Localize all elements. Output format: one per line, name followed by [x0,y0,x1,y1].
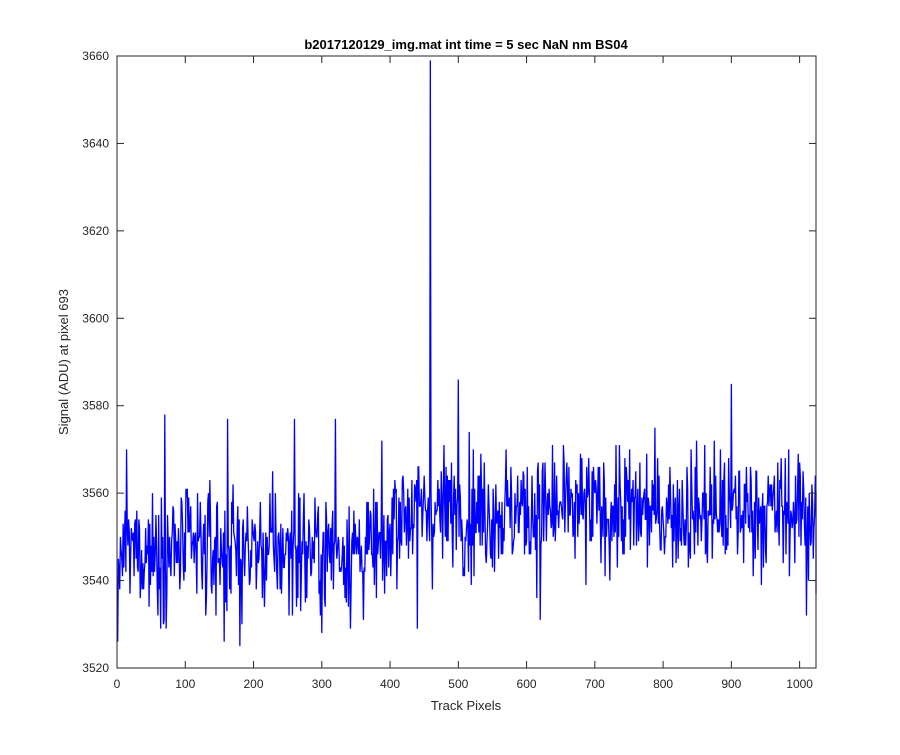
y-tick-label: 3600 [82,311,109,325]
x-tick-label: 100 [175,677,195,691]
y-axis: 3520 3540 3560 3580 3600 3620 3640 3660 [82,49,816,675]
x-axis: 0 100 200 300 400 500 600 700 800 900 1000 [114,56,813,691]
y-tick-label: 3580 [82,399,109,413]
y-axis-label: Signal (ADU) at pixel 693 [56,289,71,435]
x-axis-label: Track Pixels [431,698,502,713]
x-tick-label: 700 [585,677,605,691]
x-tick-label: 500 [448,677,468,691]
x-tick-label: 600 [517,677,537,691]
y-tick-label: 3660 [82,49,109,63]
x-tick-label: 200 [244,677,264,691]
y-tick-label: 3520 [82,661,109,675]
signal-series-line [117,60,817,647]
plot-background [117,56,816,668]
x-tick-label: 900 [721,677,741,691]
x-tick-label: 0 [114,677,121,691]
y-tick-label: 3560 [82,486,109,500]
y-tick-label: 3540 [82,574,109,588]
y-tick-label: 3620 [82,224,109,238]
x-tick-label: 1000 [786,677,813,691]
chart-title: b2017120129_img.mat int time = 5 sec NaN… [304,37,628,52]
plot-area [117,60,817,647]
x-tick-label: 300 [312,677,332,691]
x-tick-label: 800 [653,677,673,691]
axes-box [116,55,817,669]
x-tick-label: 400 [380,677,400,691]
y-tick-label: 3640 [82,136,109,150]
